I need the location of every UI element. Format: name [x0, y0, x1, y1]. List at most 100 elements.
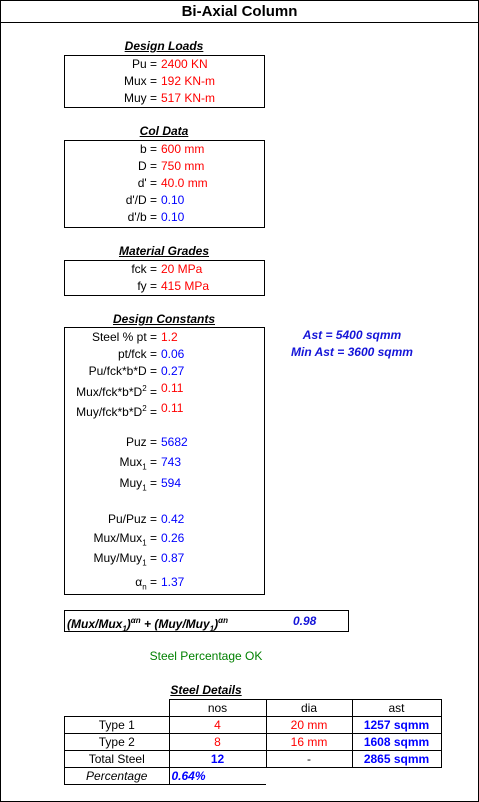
muy-row: Muy = 517 KN-m	[65, 90, 264, 107]
cover-d-value: 0.10	[161, 193, 185, 207]
alpha-value: 1.37	[161, 575, 185, 589]
cover-value[interactable]: 40.0 mm	[161, 176, 208, 190]
muy-value[interactable]: 517 KN-m	[161, 91, 216, 105]
muy-label: Muy =	[123, 91, 157, 105]
cover-d-row: d'/D = 0.10	[65, 192, 264, 209]
percentage-label: Percentage	[64, 767, 170, 785]
row-label: Total Steel	[64, 750, 170, 768]
fy-row: fy = 415 MPa	[65, 278, 264, 295]
mux1-value: 743	[161, 455, 182, 469]
mux-ratio-label: Mux/fck*b*D2 =	[76, 384, 157, 399]
table-row: Type 1 4 20 mm 1257 sqmm	[64, 716, 442, 734]
steel-details-heading: Steel Details	[170, 683, 242, 697]
cover-b-label: d'/b =	[127, 210, 157, 224]
header-dia: dia	[265, 699, 353, 717]
pu-puz-label: Pu/Puz =	[107, 512, 157, 526]
blank-cell	[266, 768, 352, 785]
table-row: Type 2 8 16 mm 1608 sqmm	[64, 733, 442, 751]
muy-ratio-label: Muy/fck*b*D2 =	[76, 404, 157, 419]
material-grades-box: fck = 20 MPa fy = 415 MPa	[64, 260, 265, 296]
total-dia-cell: -	[265, 750, 353, 768]
muy1-row: Muy1 = 594	[65, 475, 264, 492]
b-value[interactable]: 600 mm	[161, 142, 205, 156]
header-nos: nos	[168, 699, 267, 717]
row-label: Type 2	[64, 733, 170, 751]
cover-b-row: d'/b = 0.10	[65, 209, 264, 226]
page-title: Bi-Axial Column	[1, 1, 478, 23]
material-grades-heading: Material Grades	[118, 244, 210, 258]
blank-cell	[352, 768, 441, 785]
header-ast: ast	[351, 699, 442, 717]
interaction-formula: (Mux/Mux1)αn + (Muy/Muy1)αn	[67, 616, 228, 634]
ast-cell: 1608 sqmm	[351, 733, 442, 751]
steel-pt-value[interactable]: 1.2	[161, 330, 178, 344]
mux-value[interactable]: 192 KN-m	[161, 74, 216, 88]
pu-puz-row: Pu/Puz = 0.42	[65, 511, 264, 528]
pt-fck-label: pt/fck =	[117, 347, 157, 361]
muy-ratio-value: 0.11	[161, 401, 184, 415]
alpha-row: αn = 1.37	[65, 574, 264, 591]
total-nos-cell: 12	[168, 750, 267, 768]
cover-label: d' =	[137, 176, 157, 190]
pu-row: Pu = 2400 KN	[65, 56, 264, 73]
percentage-row: Percentage 0.64%	[64, 767, 442, 785]
ast-cell: 1257 sqmm	[351, 716, 442, 734]
mux-mux1-label: Mux/Mux1 =	[93, 531, 158, 548]
b-label: b =	[139, 142, 157, 156]
nos-cell[interactable]: 8	[168, 733, 267, 751]
d-value[interactable]: 750 mm	[161, 159, 205, 173]
mux-row: Mux = 192 KN-m	[65, 73, 264, 90]
steel-pt-label: Steel % pt =	[91, 330, 157, 344]
row-label: Type 1	[64, 716, 170, 734]
steel-details-table: nos dia ast Type 1 4 20 mm 1257 sqmm Typ…	[64, 699, 442, 785]
design-loads-heading: Design Loads	[124, 39, 204, 53]
cover-d-label: d'/D =	[125, 193, 157, 207]
col-data-box: b = 600 mm D = 750 mm d' = 40.0 mm d'/D …	[64, 140, 265, 228]
mux-label: Mux =	[123, 74, 157, 88]
interaction-value: 0.98	[293, 614, 317, 628]
mux-ratio-row: Mux/fck*b*D2 = 0.11	[65, 380, 264, 399]
pu-value[interactable]: 2400 KN	[161, 57, 208, 71]
design-constants-heading: Design Constants	[112, 312, 215, 326]
total-ast-cell: 2865 sqmm	[351, 750, 442, 768]
fy-label: fy =	[137, 279, 157, 293]
puz-value: 5682	[161, 435, 188, 449]
pu-label: Pu =	[131, 57, 157, 71]
nos-cell[interactable]: 4	[168, 716, 267, 734]
min-ast-note: Min Ast = 3600 sqmm	[291, 345, 413, 359]
mux-mux1-value: 0.26	[161, 531, 185, 545]
design-loads-box: Pu = 2400 KN Mux = 192 KN-m Muy = 517 KN…	[64, 55, 265, 108]
status-message: Steel Percentage OK	[149, 649, 263, 663]
fck-row: fck = 20 MPa	[65, 261, 264, 278]
b-row: b = 600 mm	[65, 141, 264, 158]
muy1-label: Muy1 =	[119, 476, 157, 493]
dia-cell[interactable]: 20 mm	[265, 716, 353, 734]
cover-b-value: 0.10	[161, 210, 185, 224]
muy-ratio-row: Muy/fck*b*D2 = 0.11	[65, 400, 264, 419]
muy-muy1-value: 0.87	[161, 551, 185, 565]
ast-note: Ast = 5400 sqmm	[302, 328, 402, 342]
d-row: D = 750 mm	[65, 158, 264, 175]
dia-cell[interactable]: 16 mm	[265, 733, 353, 751]
design-constants-box: Steel % pt = 1.2 pt/fck = 0.06 Pu/fck*b*…	[64, 327, 265, 595]
fck-label: fck =	[131, 262, 157, 276]
alpha-label: αn =	[135, 575, 157, 592]
fy-value[interactable]: 415 MPa	[161, 279, 210, 293]
pt-fck-row: pt/fck = 0.06	[65, 346, 264, 363]
mux1-row: Mux1 = 743	[65, 454, 264, 471]
col-data-heading: Col Data	[139, 124, 189, 138]
steel-pt-row: Steel % pt = 1.2	[65, 329, 264, 346]
muy-muy1-label: Muy/Muy1 =	[93, 551, 158, 568]
percentage-value: 0.64%	[168, 767, 266, 785]
mux-mux1-row: Mux/Mux1 = 0.26	[65, 530, 264, 547]
pt-fck-value: 0.06	[161, 347, 185, 361]
pu-fckbd-label: Pu/fck*b*D =	[88, 364, 157, 378]
mux-ratio-value: 0.11	[161, 381, 184, 395]
pu-fckbd-row: Pu/fck*b*D = 0.27	[65, 363, 264, 380]
muy1-value: 594	[161, 476, 182, 490]
pu-puz-value: 0.42	[161, 512, 185, 526]
table-row: Total Steel 12 - 2865 sqmm	[64, 750, 442, 768]
fck-value[interactable]: 20 MPa	[161, 262, 203, 276]
muy-muy1-row: Muy/Muy1 = 0.87	[65, 550, 264, 567]
cover-row: d' = 40.0 mm	[65, 175, 264, 192]
